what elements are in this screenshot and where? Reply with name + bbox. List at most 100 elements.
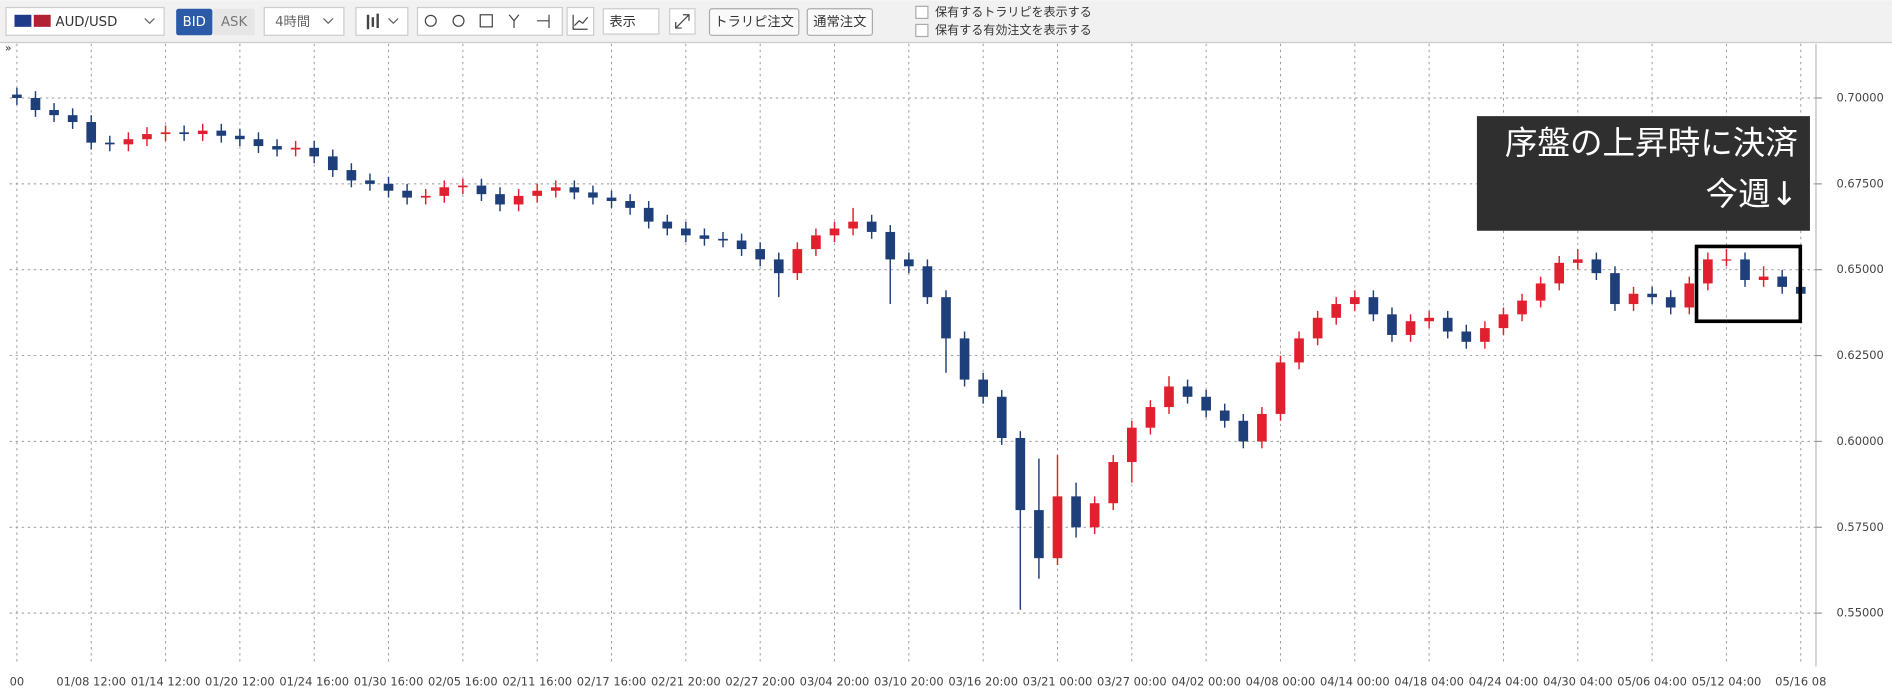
x-tick-label: 04/30 04:00 (1543, 675, 1613, 689)
candle-body (848, 221, 858, 229)
pair-select[interactable] (5, 6, 165, 36)
y-tick-label: 0.70000 (1836, 90, 1883, 104)
x-tick-label: 03/16 20:00 (948, 675, 1018, 689)
candle-body (606, 197, 617, 202)
x-tick-label: 04/08 00:00 (1246, 675, 1316, 689)
candle-body (1610, 273, 1620, 305)
x-tick-label: 02/05 16:00 (428, 675, 498, 689)
candle-body (1480, 328, 1490, 342)
zoom-out[interactable] (452, 14, 465, 27)
candle-body (1294, 338, 1304, 363)
candle-body (104, 142, 115, 145)
candle-body (866, 221, 877, 232)
x-tick-label: 02/17 16:00 (577, 675, 647, 689)
pair-label: AUD/USD (56, 15, 118, 30)
candle-body (1349, 297, 1360, 305)
candle-body (1201, 396, 1211, 411)
x-tick-label: 02/21 20:00 (651, 675, 721, 689)
bid-button[interactable] (176, 8, 213, 36)
candle-body (904, 259, 914, 267)
ask-label: ASK (221, 15, 247, 30)
x-tick-label: 01/08 12:00 (56, 675, 126, 689)
candle-body (272, 146, 282, 150)
y-tick-label: 0.55000 (1836, 606, 1883, 620)
candle-body (1164, 386, 1174, 408)
candle-body (197, 130, 208, 135)
candle-body (327, 156, 338, 171)
collapse-icon[interactable]: » (5, 42, 12, 55)
x-tick-label: 04/24 04:00 (1469, 675, 1539, 689)
checkbox[interactable] (915, 5, 929, 20)
y-tick-label: 0.65000 (1836, 262, 1883, 276)
candle-body (160, 132, 171, 135)
candle-body (1758, 276, 1769, 281)
candle-body (1647, 293, 1657, 298)
highlight-box (1694, 244, 1803, 324)
candle-body (253, 139, 264, 147)
candle-body (1368, 297, 1379, 315)
display-button[interactable] (602, 8, 660, 35)
flag-us (33, 14, 51, 27)
fit[interactable] (479, 14, 493, 28)
caret (144, 17, 155, 25)
candle-body (1071, 496, 1081, 528)
candle-body (681, 228, 691, 236)
ask-button[interactable] (213, 8, 255, 36)
candle-body (1777, 276, 1788, 287)
timeframe-label: 4時間 (275, 14, 310, 30)
candle-body (12, 94, 22, 98)
checkbox[interactable] (915, 23, 929, 38)
charttype-select[interactable] (355, 6, 409, 36)
candle-body (959, 338, 970, 380)
candle-body (736, 240, 747, 250)
x-tick-label: 04/14 00:00 (1320, 675, 1390, 689)
candle-body (346, 170, 357, 181)
display-label: 表示 (609, 14, 636, 30)
x-tick-label: 05/12 04:00 (1692, 675, 1762, 689)
candle-body (1535, 283, 1546, 301)
candle-body (978, 379, 988, 397)
candle-body (1461, 331, 1472, 342)
caret (322, 17, 334, 25)
x-tick-label: 03/04 20:00 (800, 675, 870, 689)
trapi-order-button[interactable] (708, 8, 800, 36)
expand-icon (675, 14, 690, 29)
candle-body (941, 297, 951, 339)
candle-body (1405, 321, 1416, 335)
candle-body (550, 187, 561, 191)
candle-body (1257, 413, 1267, 442)
candle-body (1034, 510, 1044, 559)
annotation: 今週↓ (1705, 175, 1797, 213)
candle-body (1517, 300, 1527, 315)
candle-body (49, 110, 59, 116)
candle-body (922, 266, 933, 298)
normal-order-button[interactable] (806, 8, 873, 36)
candle-body (1721, 259, 1732, 261)
candle-body (458, 185, 468, 188)
zoom-in[interactable] (424, 14, 437, 27)
x-tick-label: 01/30 16:00 (354, 675, 424, 689)
candle-body (365, 180, 375, 184)
candle-body (1089, 503, 1100, 528)
candle-body (643, 207, 654, 222)
candle-body (179, 132, 189, 135)
candle-body (402, 190, 412, 198)
annotation-box (1476, 116, 1810, 231)
candle-body (996, 396, 1007, 438)
candle-body (1628, 293, 1639, 305)
candle-body (588, 192, 598, 198)
candle-body (235, 135, 245, 140)
tool-icons (508, 14, 550, 29)
candle-body (569, 187, 580, 193)
candle-body (1238, 420, 1249, 442)
x-tick-label: 05/16 08 (1775, 675, 1826, 689)
candle-body (67, 115, 78, 123)
candle-body (123, 139, 134, 145)
y-tick-label: 0.57500 (1836, 520, 1883, 534)
x-tick-label: 04/18 04:00 (1394, 675, 1464, 689)
candle-body (811, 235, 821, 250)
x-tick-label: 03/10 20:00 (874, 675, 944, 689)
x-tick-label: 01/24 16:00 (279, 675, 349, 689)
candle-body (1126, 427, 1137, 463)
x-tick-label: 01/20 12:00 (205, 675, 275, 689)
